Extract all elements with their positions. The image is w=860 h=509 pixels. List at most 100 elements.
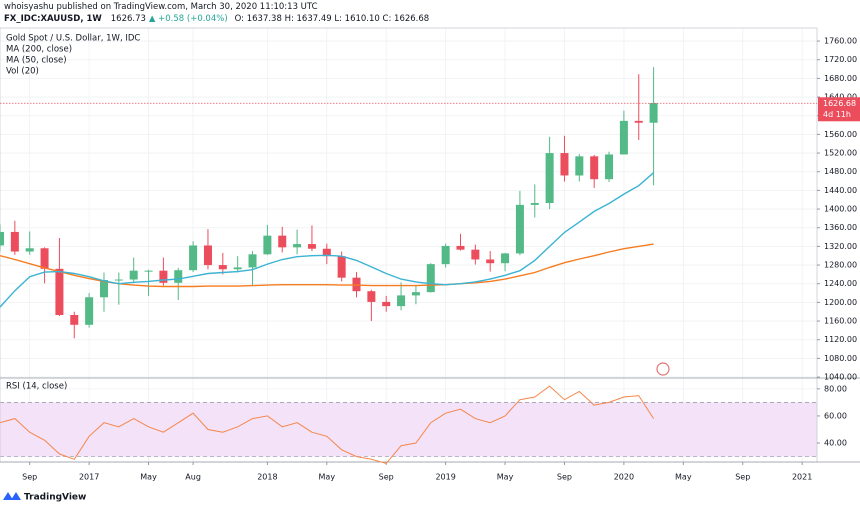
candle-body — [25, 248, 34, 252]
y-tick-label: 80.00 — [824, 384, 847, 393]
y-tick-label: 1560.00 — [824, 130, 857, 139]
candle-body — [619, 120, 628, 155]
ohlc: O: 1637.38 H: 1637.49 L: 1610.10 C: 1626… — [234, 14, 430, 24]
x-tick-label: 2020 — [614, 473, 634, 482]
candle-body — [382, 301, 391, 307]
x-tick-label: 2017 — [79, 473, 99, 482]
y-tick-label: 1160.00 — [824, 317, 857, 326]
y-tick-label: 1760.00 — [824, 37, 857, 46]
y-tick-label: 1120.00 — [824, 335, 857, 344]
x-tick-label: Sep — [557, 473, 572, 482]
y-tick-label: 1280.00 — [824, 261, 857, 270]
candle-body — [85, 297, 94, 325]
price-title: Gold Spot / U.S. Dollar, 1W, IDC — [6, 34, 140, 44]
brand: TradingView — [24, 493, 86, 503]
candle-body — [233, 267, 242, 270]
rsi-band — [0, 402, 817, 457]
x-tick-label: 2021 — [792, 473, 812, 482]
y-tick-label: 1360.00 — [824, 223, 857, 232]
candle-body — [501, 253, 510, 264]
x-tick-label: 2018 — [257, 473, 277, 482]
last: 1626.73 — [110, 14, 146, 24]
candle-body — [144, 270, 153, 272]
candle-body — [605, 154, 614, 180]
x-tick-label: May — [497, 473, 514, 482]
candle-body — [99, 280, 108, 298]
candle-body — [575, 156, 584, 176]
x-tick-label: May — [675, 473, 692, 482]
x-tick-label: May — [319, 473, 336, 482]
candle-body — [560, 153, 569, 176]
y-tick-label: 1040.00 — [824, 373, 857, 382]
change: ▲ +0.58 (+0.04%) — [148, 14, 228, 24]
y-tick-label: 1080.00 — [824, 354, 857, 363]
countdown: 4d 11h — [823, 110, 851, 119]
candle-body — [590, 156, 599, 180]
candle-body — [411, 292, 420, 296]
grid-layer — [0, 28, 817, 462]
candle-body — [40, 248, 49, 269]
legend-entry: MA (50, close) — [6, 56, 67, 66]
event-icon[interactable] — [656, 362, 670, 376]
candle-body — [159, 270, 168, 283]
brand-logo — [3, 492, 21, 500]
candle-body — [441, 245, 450, 265]
x-tick-label: Sep — [735, 473, 750, 482]
candle-body — [545, 153, 554, 203]
publisher-line: whoisyashu published on TradingView.com,… — [4, 2, 318, 12]
candle-body — [530, 203, 539, 205]
candle-body — [293, 244, 302, 248]
x-tick-label: Sep — [379, 473, 394, 482]
x-tick-label: 2019 — [435, 473, 455, 482]
candle-body — [114, 279, 123, 281]
candle-body — [307, 244, 316, 249]
y-tick-label: 1680.00 — [824, 74, 857, 83]
y-tick-label: 1440.00 — [824, 186, 857, 195]
x-tick-label: Sep — [22, 473, 37, 482]
candle-body — [10, 231, 19, 252]
y-tick-label: 1720.00 — [824, 55, 857, 64]
x-tick-label: Aug — [185, 473, 201, 482]
candle-body — [70, 315, 79, 325]
x-tick-label: May — [140, 473, 157, 482]
candle-body — [367, 291, 376, 302]
y-tick-label: 40.00 — [824, 439, 847, 448]
candle-body — [456, 245, 465, 250]
candle-body — [634, 120, 643, 123]
candle-body — [322, 248, 331, 257]
y-tick-label: 1480.00 — [824, 167, 857, 176]
candle-body — [129, 270, 138, 280]
last-price-tag — [818, 97, 860, 122]
y-tick-label: 1240.00 — [824, 279, 857, 288]
y-tick-label: 1200.00 — [824, 298, 857, 307]
legend-entry: Vol (20) — [6, 67, 39, 77]
candle-body — [218, 265, 227, 270]
symbol: FX_IDC:XAUUSD, 1W — [4, 14, 102, 24]
candle-body — [174, 270, 183, 283]
candle-body — [0, 231, 4, 246]
last-price-label: 1626.68 — [823, 99, 856, 108]
candle-body — [278, 235, 287, 248]
y-tick-label: 1520.00 — [824, 149, 857, 158]
candle-body — [189, 245, 198, 271]
candle-body — [515, 204, 524, 254]
candle-body — [426, 264, 435, 293]
quote-line: FX_IDC:XAUUSD, 1W 1626.73 ▲ +0.58 (+0.04… — [4, 14, 429, 24]
candle-body — [471, 249, 480, 260]
rsi-title: RSI (14, close) — [6, 382, 67, 392]
candle-body — [649, 103, 658, 123]
candle-body — [55, 268, 64, 315]
candle-body — [337, 256, 346, 278]
panes-frame — [0, 27, 818, 463]
y-tick-label: 1400.00 — [824, 205, 857, 214]
candle-body — [263, 235, 272, 255]
legend-entry: MA (200, close) — [6, 45, 72, 55]
candle-body — [486, 259, 495, 264]
y-tick-label: 60.00 — [824, 411, 847, 420]
y-tick-label: 1640.00 — [824, 93, 857, 102]
candle-body — [248, 254, 257, 268]
series-line — [0, 385, 655, 464]
candle-body — [397, 295, 406, 307]
